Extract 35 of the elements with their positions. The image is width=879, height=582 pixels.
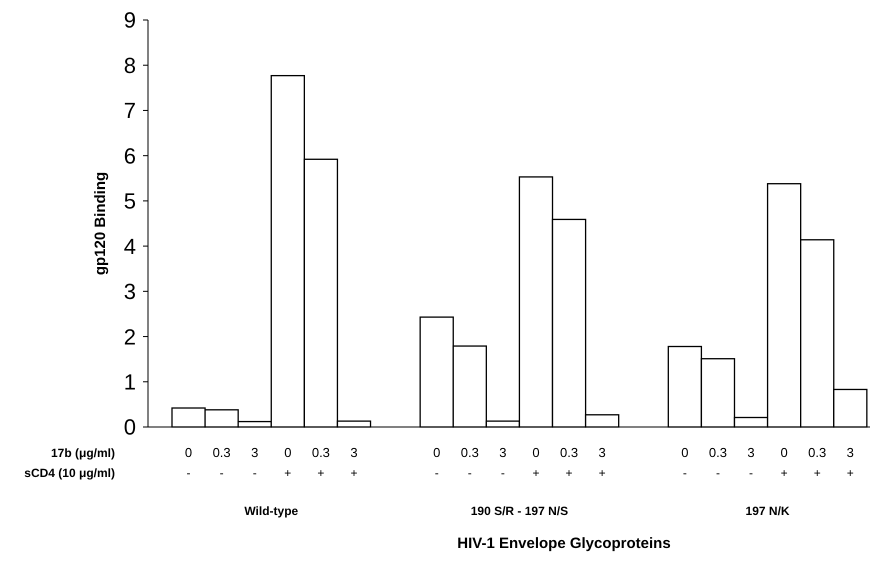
x-tick-label: 0.3 - — [212, 445, 231, 480]
x-tick-label: 0.3 + — [560, 445, 578, 480]
text: 17b (μg/ml) — [50, 446, 115, 460]
x-tick-label: 0 - — [433, 445, 440, 480]
x-tick-label: 3 + — [350, 445, 358, 480]
y-axis-title: gp120 Binding — [92, 172, 109, 276]
y-tick-label: 7 — [124, 98, 136, 124]
x-tick-label: 3 - — [251, 445, 258, 480]
y-tick-label: 3 — [124, 279, 136, 304]
x-tick-label: 0.3 - — [708, 445, 727, 480]
x-tick-label: 0 + — [780, 445, 788, 480]
text: Wild-type — [244, 504, 299, 518]
x-tick-label: 0.3 - — [460, 445, 479, 480]
x-tick-label: 0 + — [284, 445, 292, 480]
x-tick-label: 0.3 + — [808, 445, 826, 480]
x-tick-label: 0.3 + — [312, 445, 330, 480]
text: sCD4 (10 μg/ml) — [24, 466, 115, 480]
text: 197 N/K — [746, 504, 790, 518]
x-tick-label: 3 + — [846, 445, 854, 480]
text: 190 S/R - 197 N/S — [470, 504, 568, 518]
x-tick-label: 3 + — [598, 445, 606, 480]
y-tick-label: 8 — [124, 52, 136, 78]
x-tick-label: 0 + — [532, 445, 540, 480]
y-tick-label: 1 — [124, 369, 136, 394]
x-tick-label: 0 - — [681, 445, 688, 480]
y-tick-label: 0 — [124, 414, 136, 440]
x-axis-title: HIV-1 Envelope Glycoproteins — [457, 535, 671, 552]
y-tick-label: 2 — [124, 324, 136, 350]
y-tick-label: 6 — [124, 143, 136, 168]
x-tick-label: 0 - — [184, 445, 192, 480]
x-tick-label: 3 - — [747, 445, 755, 480]
x-tick-label: 3 - — [499, 445, 506, 480]
y-tick-label: 5 — [124, 188, 136, 214]
y-tick-label: 9 — [124, 8, 136, 33]
y-tick-label: 4 — [124, 234, 136, 259]
